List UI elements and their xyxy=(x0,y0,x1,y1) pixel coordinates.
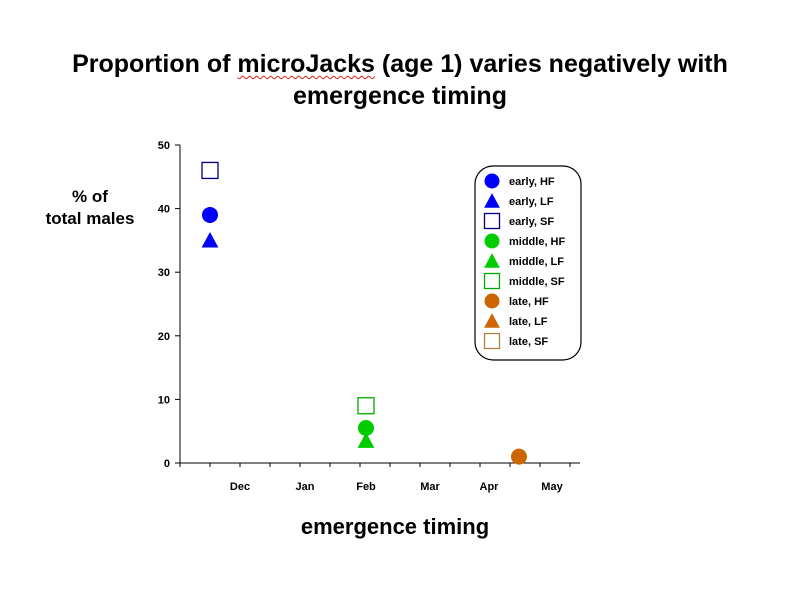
data-point xyxy=(511,448,527,465)
data-point xyxy=(357,397,375,415)
legend-label: early, SF xyxy=(509,216,554,228)
chart-title-post: (age 1) varies negatively with xyxy=(374,50,728,78)
y-tick-label: 10 xyxy=(158,394,170,406)
x-tick-label: Apr xyxy=(480,481,500,493)
y-tick-label: 40 xyxy=(158,204,170,216)
x-tick-label: Dec xyxy=(230,481,250,493)
y-axis-label-line2: total males xyxy=(45,209,135,228)
data-point xyxy=(201,232,219,248)
y-tick-label: 50 xyxy=(158,140,170,152)
legend-marker xyxy=(484,173,500,189)
data-point xyxy=(357,432,375,448)
x-tick-label: May xyxy=(541,481,563,493)
legend-marker xyxy=(483,272,501,290)
x-tick-label: Jan xyxy=(296,481,315,493)
data-point xyxy=(201,161,219,180)
legend-label: late, LF xyxy=(509,316,548,328)
legend-label: middle, HF xyxy=(509,236,566,248)
legend-label: middle, LF xyxy=(509,256,564,268)
data-point xyxy=(202,206,218,223)
legend-marker xyxy=(484,313,500,328)
data-point xyxy=(358,420,374,437)
x-axis-label: emergence timing xyxy=(300,514,490,539)
legend-marker xyxy=(483,332,501,350)
legend-box xyxy=(474,165,582,361)
legend-marker xyxy=(484,293,500,309)
chart-title: Proportion of microJacks (age 1) varies … xyxy=(0,48,800,112)
legend-label: early, HF xyxy=(509,176,555,188)
legend-marker xyxy=(484,253,500,268)
legend-marker xyxy=(484,233,500,249)
x-tick-label: Feb xyxy=(356,481,376,493)
y-axis-label: % of total males xyxy=(20,186,160,230)
y-tick-label: 30 xyxy=(158,267,170,279)
y-tick-label: 0 xyxy=(164,458,170,470)
x-tick-label: Mar xyxy=(420,481,440,493)
chart-title-microjacks: microJacks xyxy=(237,50,375,78)
legend-label: late, SF xyxy=(509,336,548,348)
y-tick-label: 20 xyxy=(158,331,170,343)
legend-label: late, HF xyxy=(509,296,549,308)
legend-marker xyxy=(483,212,501,230)
legend-label: middle, SF xyxy=(509,276,565,288)
legend-label: early, LF xyxy=(509,196,554,208)
chart-title-line2: emergence timing xyxy=(293,82,507,110)
y-axis-label-line1: % of xyxy=(72,187,108,206)
legend-marker xyxy=(484,193,500,208)
chart-title-pre: Proportion of xyxy=(72,50,238,78)
